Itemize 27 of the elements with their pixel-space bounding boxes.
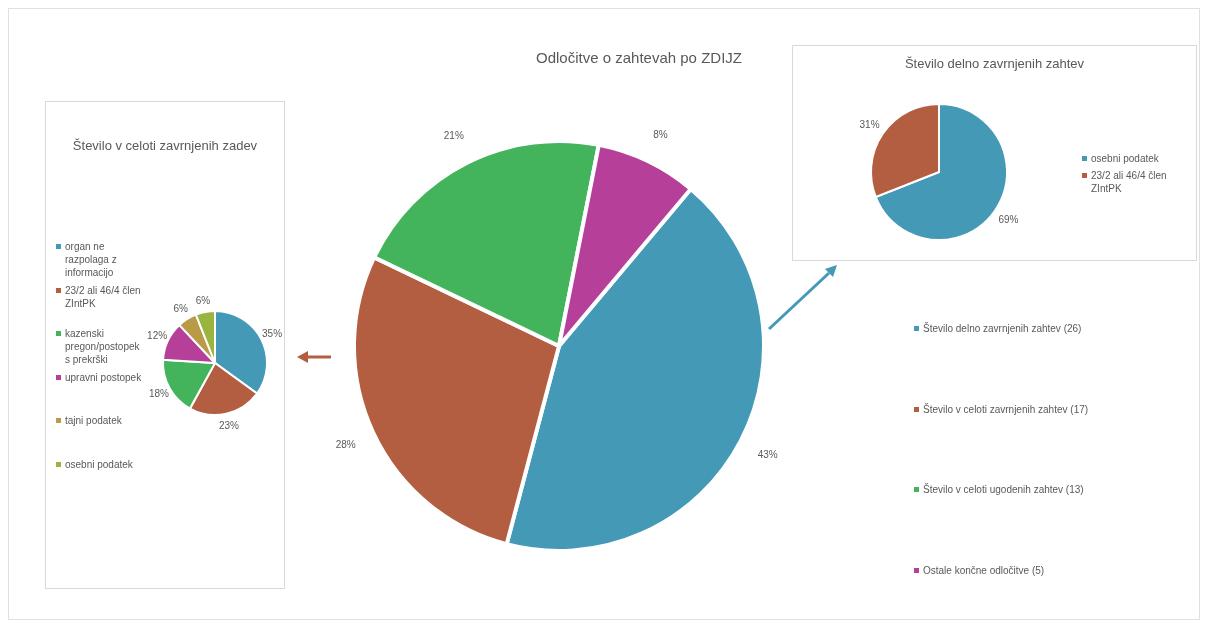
chart-title: Število v celoti zavrnjenih zadev [71,138,259,153]
data-label: 8% [653,128,668,140]
data-label: 43% [757,448,778,460]
data-label: 6% [173,303,189,315]
data-label: 12% [147,330,168,342]
legend-label: upravni postopek [65,370,142,384]
chart-title: Odločitve o zahtevah po ZDIJZ [536,49,742,66]
data-label: 18% [148,388,170,400]
legend-label: organ ne razpolaga z informacijo [65,240,118,279]
data-label: 6% [195,294,211,306]
legend-label: Število v celoti zavrnjenih zahtev (17) [923,402,1089,416]
legend-label: osebni podatek [1091,152,1159,165]
chart-title: Število delno zavrnjenih zahtev [903,56,1086,71]
legend-label: Število delno zavrnjenih zahtev (26) [923,322,1082,335]
data-label: 31% [859,119,880,131]
data-label: 35% [262,328,283,340]
legend-label: osebni podatek [65,457,133,471]
legend-label: 23/2 ali 46/4 člen ZIntPK [65,283,142,310]
data-label: 23% [218,419,240,431]
data-label: 28% [335,439,356,451]
legend-label: 23/2 ali 46/4 člen ZIntPK [1091,169,1168,195]
legend-label: Število v celoti ugodenih zahtev (13) [923,483,1084,496]
legend-label: tajni podatek [65,414,122,427]
legend-label: kazenski pregon/postopek s prekrški [65,327,141,366]
data-label: 69% [998,213,1019,225]
legend-label: Ostale končne odločitve (5) [923,563,1045,577]
data-label: 21% [443,130,464,142]
